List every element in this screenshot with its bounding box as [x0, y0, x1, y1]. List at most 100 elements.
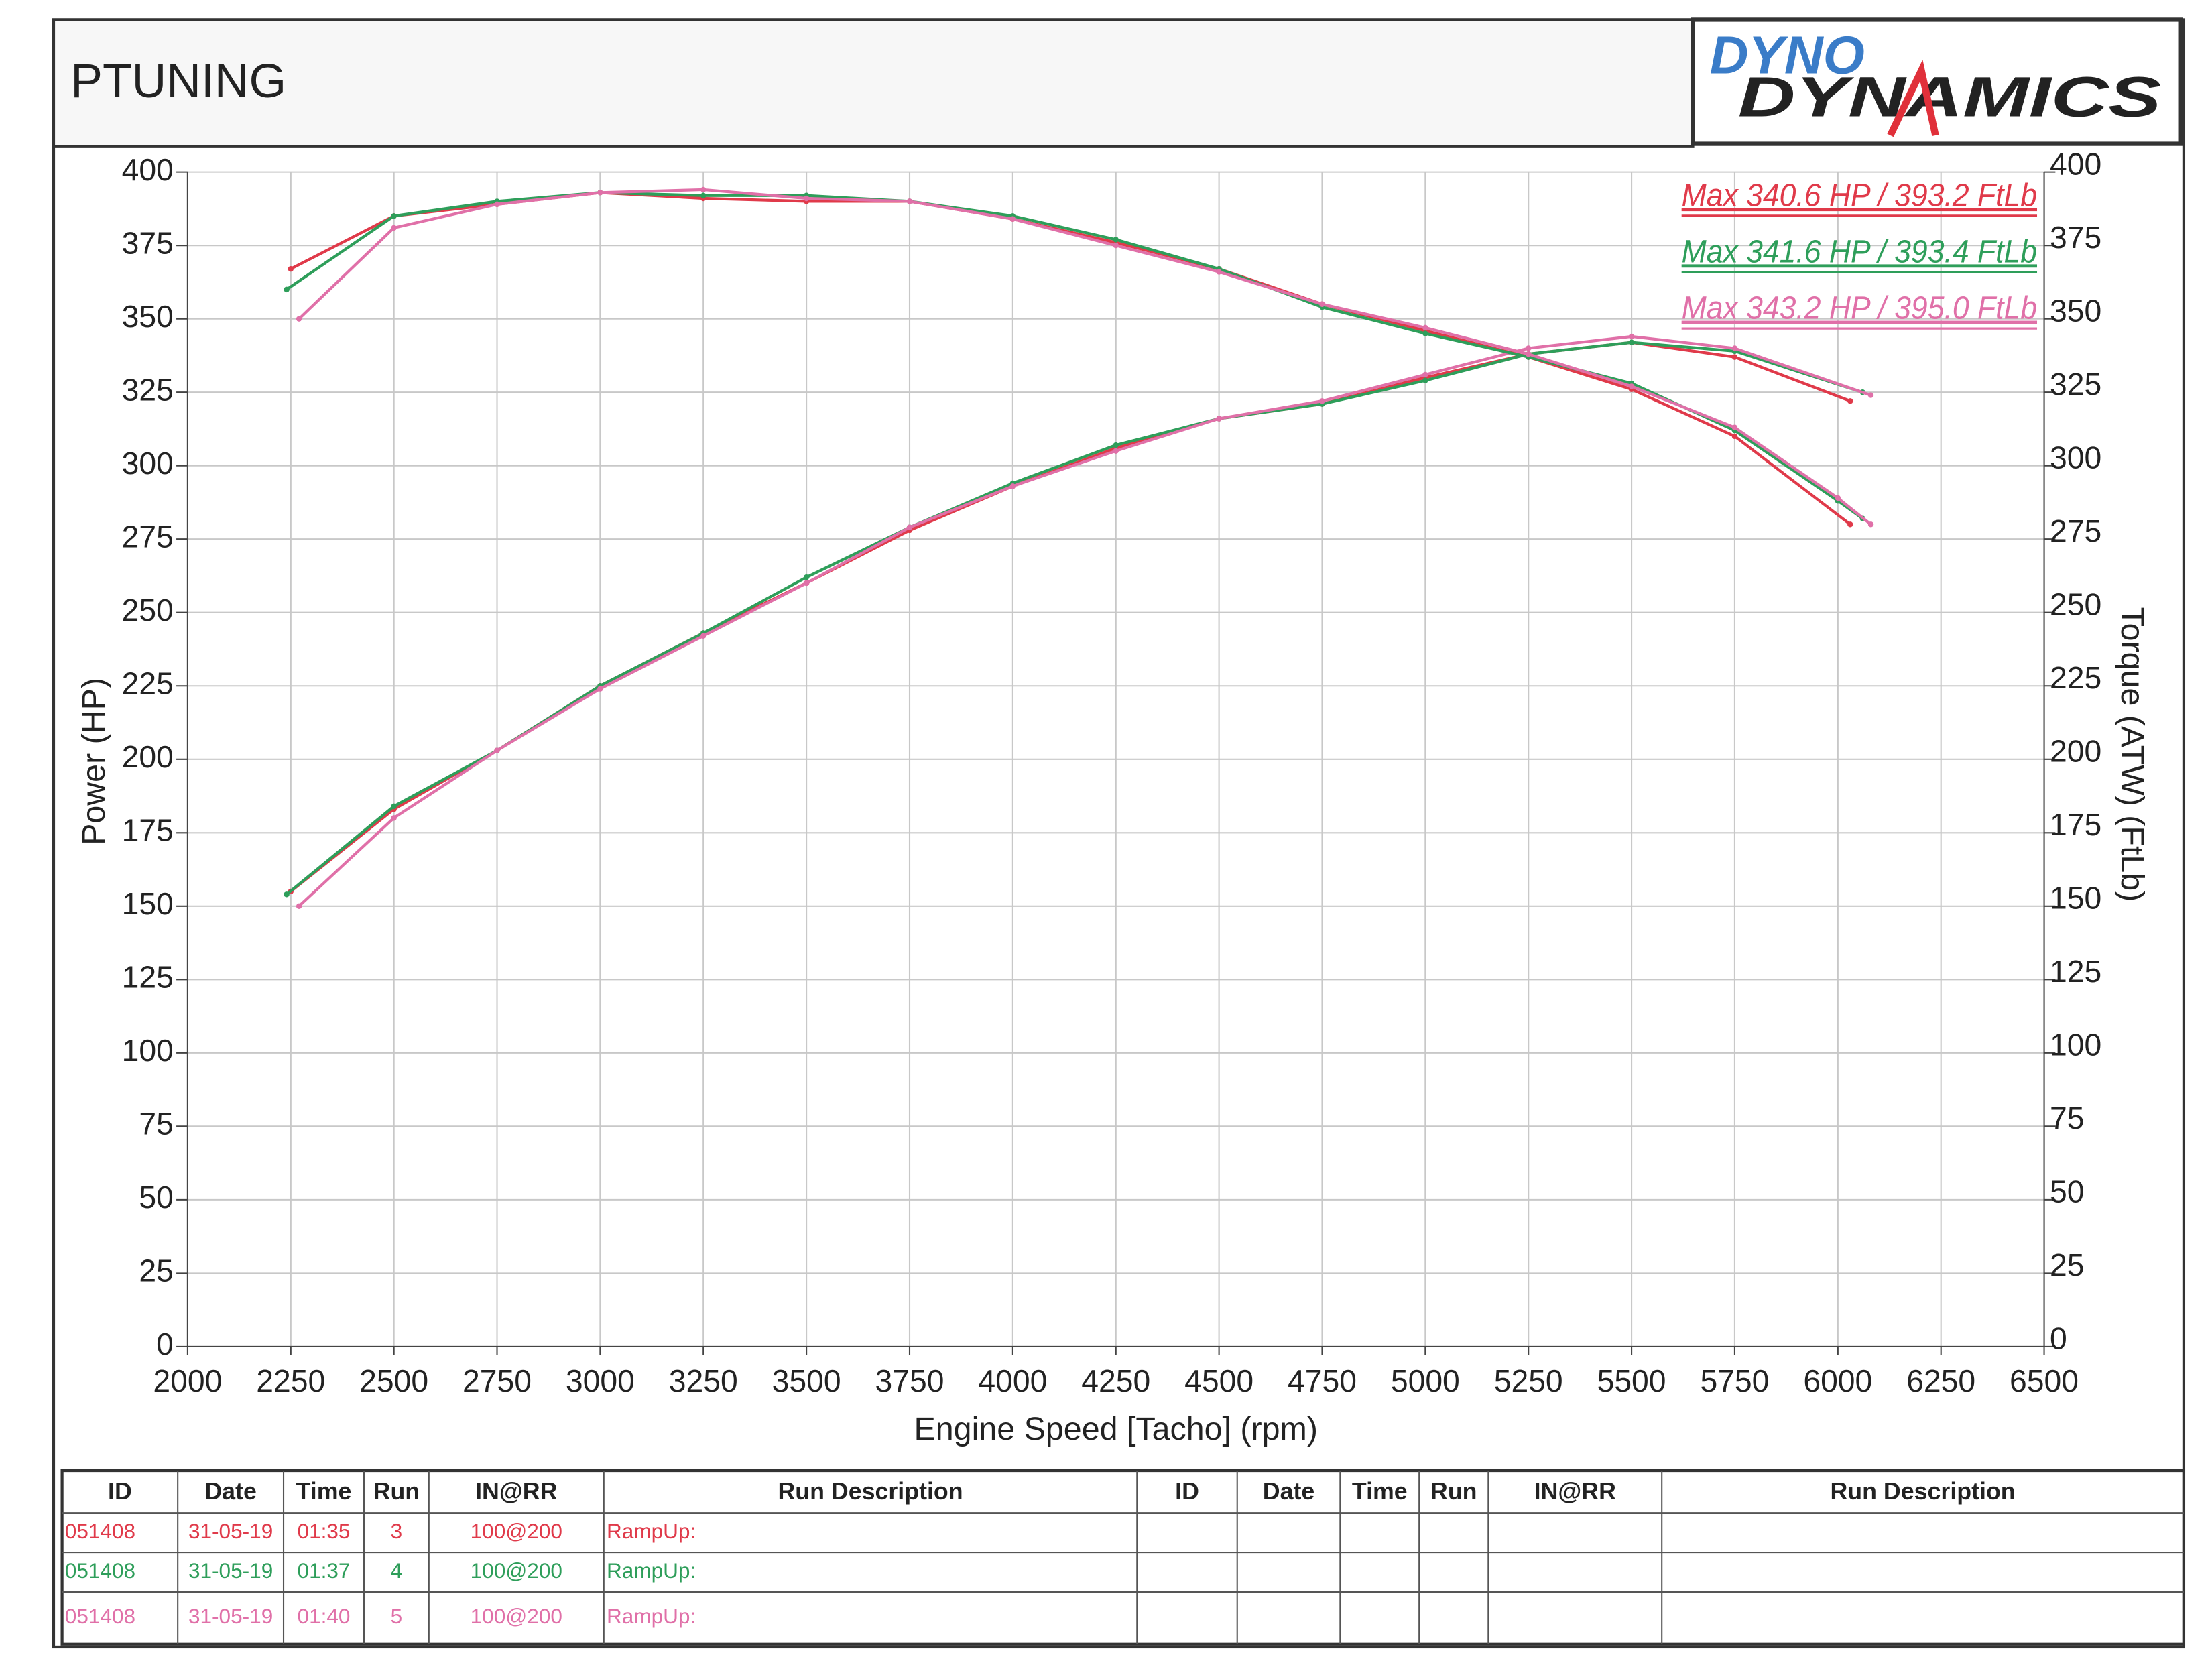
data-point — [288, 265, 294, 272]
y2-tick-label: 75 — [2050, 1101, 2084, 1135]
table-cell: 100@200 — [471, 1558, 562, 1583]
data-point — [906, 524, 913, 530]
table-cell: 051408 — [65, 1604, 135, 1628]
table-cell: 31-05-19 — [188, 1604, 273, 1628]
data-point — [494, 747, 500, 753]
y-tick-label: 275 — [122, 519, 174, 554]
y2-axis-label: Torque (ATW) (FtLb) — [2114, 607, 2150, 902]
x-tick-label: 2000 — [153, 1363, 222, 1398]
y-tick-label: 25 — [139, 1253, 173, 1288]
x-tick-label: 5500 — [1597, 1363, 1666, 1398]
table-cell: 3 — [391, 1519, 403, 1543]
data-point — [391, 213, 397, 219]
annotation: Max 341.6 HP / 393.4 FtLb — [1682, 233, 2037, 269]
data-point — [1525, 351, 1532, 357]
data-point — [1628, 339, 1635, 345]
data-point — [1847, 398, 1853, 404]
table-header: Time — [296, 1478, 352, 1505]
data-point — [284, 891, 290, 898]
data-point — [391, 815, 397, 821]
x-tick-label: 2250 — [256, 1363, 325, 1398]
y-tick-label: 400 — [122, 152, 174, 187]
data-point — [1216, 269, 1222, 275]
x-tick-label: 4500 — [1184, 1363, 1253, 1398]
x-tick-label: 6250 — [1906, 1363, 1975, 1398]
data-point — [1009, 216, 1016, 222]
data-point — [1731, 345, 1738, 351]
table-cell: RampUp: — [607, 1604, 696, 1628]
y2-tick-label: 50 — [2050, 1174, 2084, 1209]
logo-swoosh — [1887, 60, 1939, 137]
data-point — [1731, 424, 1738, 430]
y2-tick-label: 225 — [2050, 660, 2101, 695]
table-cell: RampUp: — [607, 1558, 696, 1583]
data-point — [1113, 237, 1119, 243]
y-axis-label: Power (HP) — [76, 678, 112, 845]
data-point — [700, 186, 706, 193]
data-point — [906, 198, 913, 204]
y2-tick-label: 175 — [2050, 807, 2101, 842]
data-point — [391, 225, 397, 231]
x-tick-label: 5000 — [1391, 1363, 1460, 1398]
y-tick-label: 175 — [122, 813, 174, 848]
data-point — [1113, 448, 1119, 454]
data-point — [494, 201, 500, 208]
y2-tick-label: 150 — [2050, 881, 2101, 916]
logo-line2: DYNAMICS — [1738, 66, 2161, 129]
table-cell: RampUp: — [607, 1519, 696, 1543]
data-point — [1422, 371, 1428, 378]
table-header: Run — [1430, 1478, 1477, 1505]
x-tick-label: 3750 — [875, 1363, 944, 1398]
table-frame — [60, 1469, 2186, 1646]
data-point — [391, 803, 397, 810]
x-tick-label: 4750 — [1288, 1363, 1357, 1398]
x-tick-label: 3250 — [669, 1363, 738, 1398]
y-tick-label: 375 — [122, 225, 174, 260]
data-point — [1319, 301, 1325, 307]
table-header: Date — [1263, 1478, 1315, 1505]
table-cell: 01:37 — [298, 1558, 351, 1583]
y2-tick-label: 375 — [2050, 220, 2101, 255]
table-header: Run Description — [1830, 1478, 2015, 1505]
data-point — [1867, 521, 1874, 528]
data-point — [284, 286, 290, 293]
data-point — [1422, 324, 1428, 331]
y2-tick-label: 350 — [2050, 293, 2101, 328]
data-point — [597, 686, 603, 692]
y-tick-label: 225 — [122, 666, 174, 700]
y-tick-label: 300 — [122, 446, 174, 481]
table-cell: 5 — [391, 1604, 403, 1628]
data-point — [700, 633, 706, 639]
y-tick-label: 75 — [139, 1107, 173, 1142]
data-point — [1113, 242, 1119, 249]
data-point — [1835, 495, 1841, 501]
x-tick-label: 4250 — [1081, 1363, 1150, 1398]
y-tick-label: 50 — [139, 1180, 173, 1215]
data-point — [700, 192, 706, 198]
table-header: IN@RR — [475, 1478, 557, 1505]
x-tick-label: 5250 — [1494, 1363, 1563, 1398]
data-point — [1731, 433, 1738, 440]
data-point — [1525, 345, 1532, 351]
series-line — [298, 334, 1871, 908]
data-point — [803, 580, 810, 587]
table-cell: 100@200 — [471, 1604, 562, 1628]
y2-tick-label: 300 — [2050, 440, 2101, 475]
y2-tick-label: 325 — [2050, 367, 2101, 402]
x-tick-label: 3500 — [772, 1363, 841, 1398]
y2-tick-label: 250 — [2050, 587, 2101, 622]
y-tick-label: 100 — [122, 1033, 174, 1068]
y2-tick-label: 0 — [2050, 1321, 2067, 1356]
y-tick-label: 250 — [122, 593, 174, 627]
data-point — [1847, 521, 1853, 528]
table-cell: 4 — [391, 1558, 403, 1583]
run-table: ID Date Time Run IN@RR Run Description ID Date T… — [62, 1471, 2184, 1644]
x-tick-label: 2750 — [463, 1363, 532, 1398]
y2-tick-label: 275 — [2050, 513, 2101, 548]
table-cell: 01:40 — [298, 1604, 351, 1628]
data-point — [1867, 392, 1874, 398]
y2-tick-label: 125 — [2050, 954, 2101, 989]
table-cell: 01:35 — [298, 1519, 351, 1543]
x-tick-label: 4000 — [978, 1363, 1047, 1398]
